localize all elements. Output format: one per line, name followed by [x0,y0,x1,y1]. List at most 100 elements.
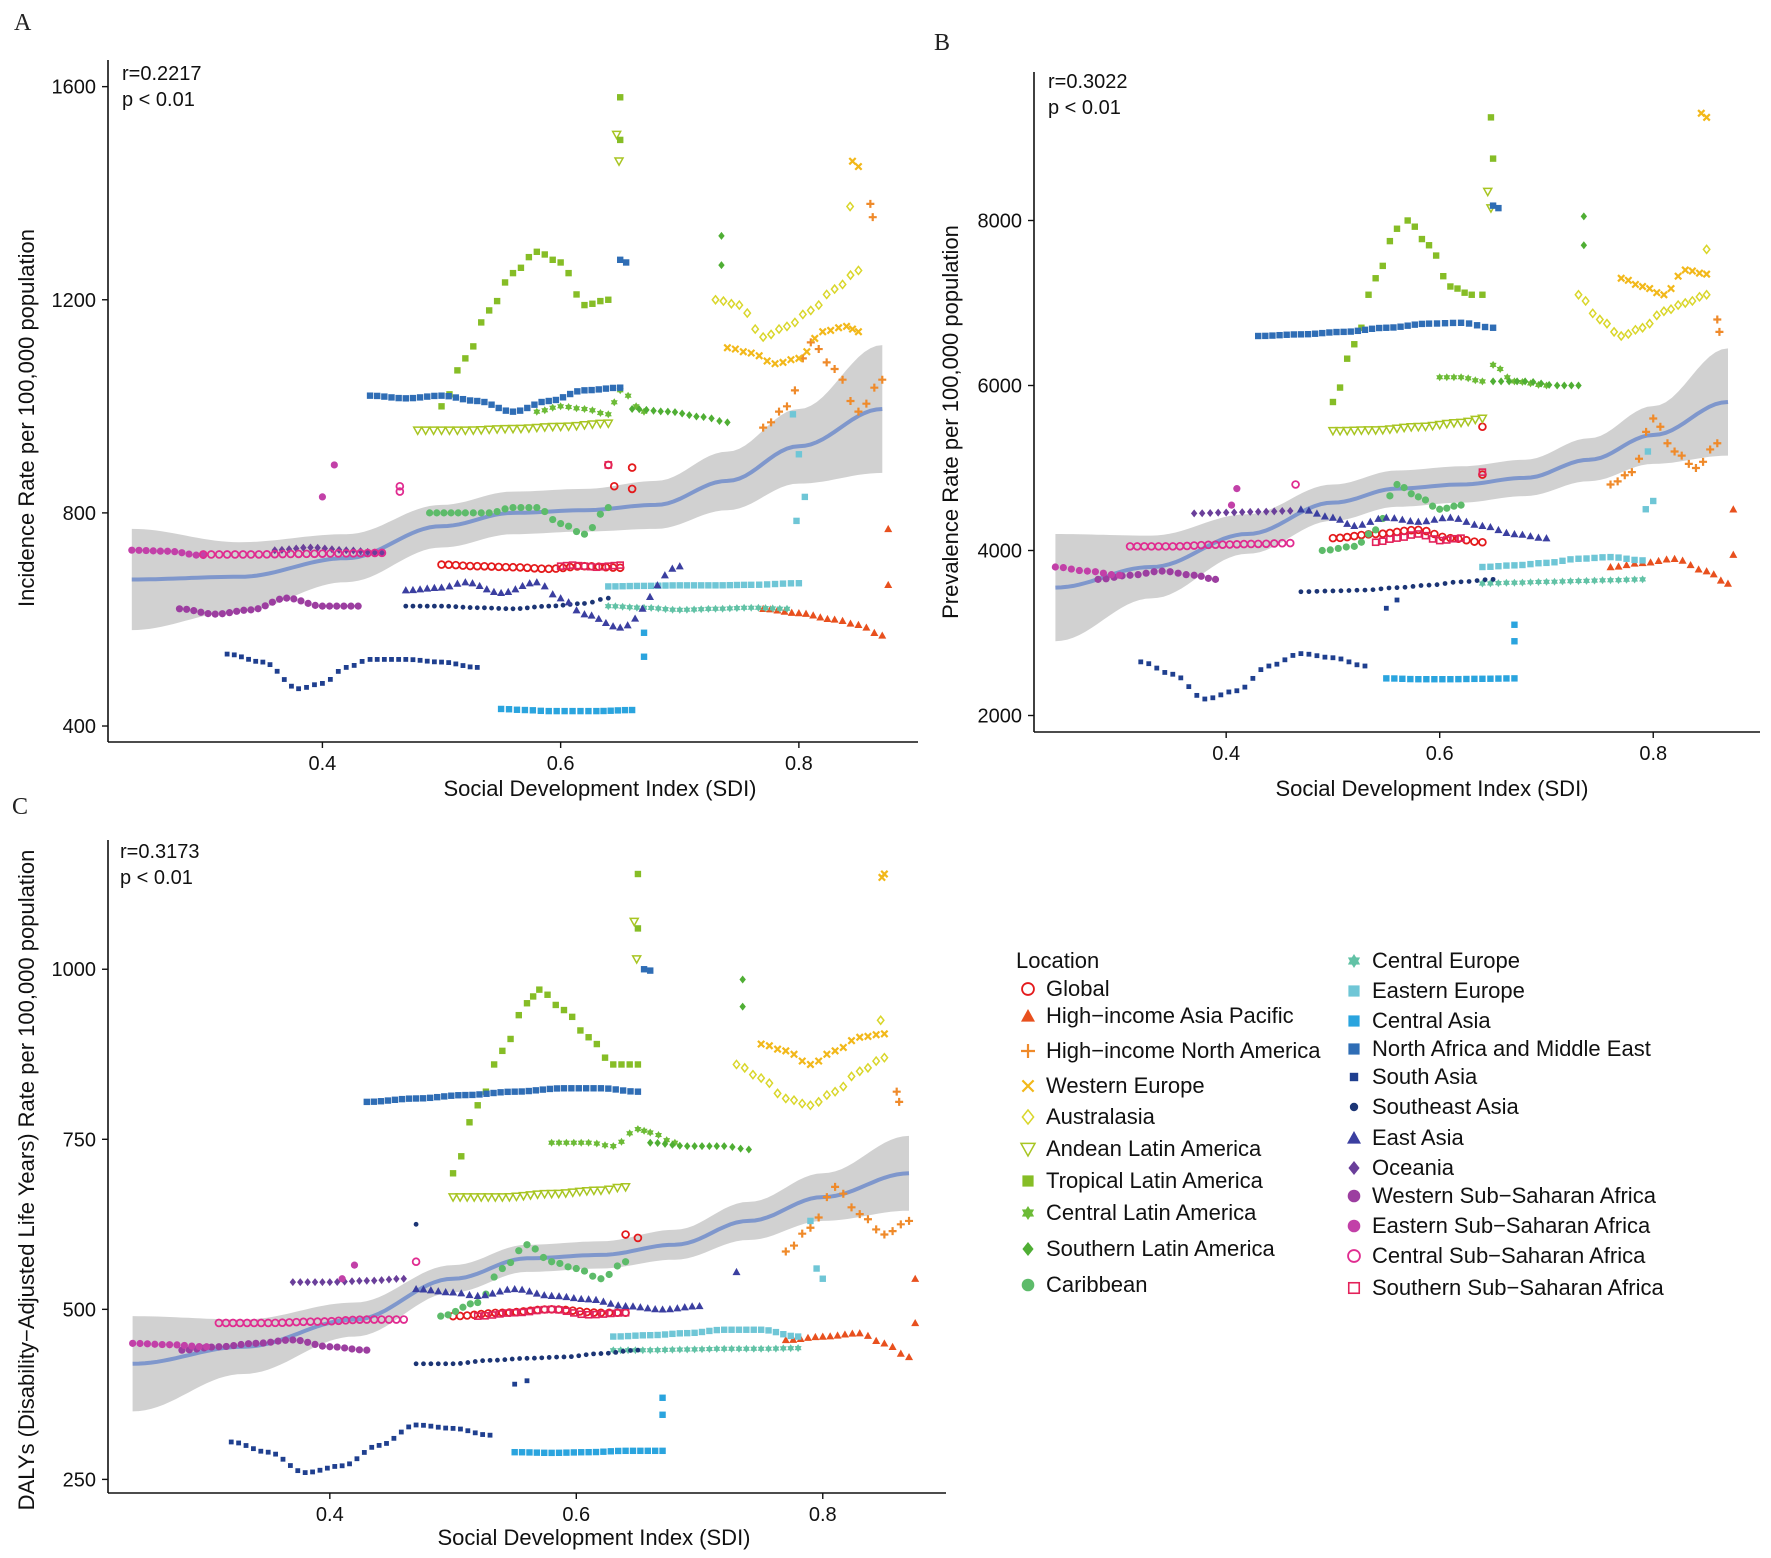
legend-swatch-eastern-sub-saharan-africa [1347,1219,1361,1233]
data-point [507,424,519,435]
data-point [1681,266,1690,274]
data-point [1440,272,1447,280]
data-point [1478,521,1487,529]
data-point [1449,319,1457,327]
data-point [1678,556,1687,564]
data-point [896,1349,905,1357]
data-point [435,1424,441,1430]
data-point [531,401,538,408]
y-tick-label-b: 2000 [978,706,1023,728]
data-point [581,1187,593,1197]
data-point [1327,426,1339,437]
data-point [1138,659,1144,665]
data-point [626,1129,634,1138]
data-point [1107,571,1116,579]
data-point [1443,504,1451,512]
data-point [1115,571,1124,579]
data-point [802,609,811,617]
series-eastern-sub-saharan-africa-c [129,1261,359,1351]
data-point [1602,318,1612,329]
data-point [664,407,672,416]
y-tick-label-b: 8000 [978,211,1023,233]
data-point [400,1274,407,1283]
data-point [525,1087,532,1095]
data-point [683,1345,691,1354]
data-point [304,599,312,607]
data-point [302,1470,308,1475]
data-point [317,1467,323,1473]
data-point [1438,514,1447,522]
data-point [1204,574,1212,582]
data-point [239,654,244,660]
data-point [518,581,527,590]
series-high-income-north-america-c [781,1087,914,1256]
data-point [605,296,612,303]
data-point [1218,692,1224,698]
data-point [518,1285,527,1293]
data-point [1713,439,1722,448]
data-point [554,1354,559,1360]
data-point [483,1090,490,1097]
data-point [544,991,551,998]
smooth-fit-line-a [131,407,883,582]
data-point [556,1259,564,1268]
data-point [472,561,482,571]
data-point [1702,270,1711,279]
data-point [524,1378,530,1384]
data-point [1407,531,1416,539]
data-point [376,1442,382,1448]
data-point [1695,269,1704,278]
data-point [806,1060,815,1069]
data-point [757,1344,765,1353]
data-point [1276,331,1283,339]
data-point [654,604,662,613]
data-point [482,1193,494,1203]
data-point [634,1088,642,1095]
data-point [302,549,311,559]
data-point [662,605,669,614]
data-point [1642,427,1651,436]
series-andean-latin-america-a [412,130,625,436]
data-point [518,1191,529,1202]
data-point [697,605,705,614]
legend-swatch-global [1021,982,1035,996]
legend-swatch-southeast-asia [1349,1102,1359,1112]
data-point [814,1057,823,1066]
data-point [669,1330,676,1338]
data-point [643,1304,652,1312]
data-point [1617,274,1626,283]
data-point [751,323,760,335]
data-point [307,543,314,552]
series-western-europe-c [757,870,889,1069]
legend-swatch-central-latin-america [1021,1206,1035,1220]
data-point [1158,567,1166,575]
data-point [1364,530,1373,538]
data-point [563,1138,570,1147]
data-point [552,396,560,404]
legend-swatch-south-asia [1349,1072,1359,1082]
data-point [1368,325,1376,332]
data-point [516,407,524,414]
data-point [1575,381,1582,390]
data-point [597,1275,605,1283]
data-point [413,1422,419,1428]
legend-label: Southeast Asia [1372,1094,1520,1119]
data-point [1551,577,1558,586]
data-point [501,562,511,572]
series-southern-latin-america-c [647,975,753,1154]
data-point [794,1333,802,1340]
data-point [1448,418,1460,429]
legend-label: High−income Asia Pacific [1046,1003,1294,1028]
series-caribbean-c [437,1241,630,1320]
data-point [661,1345,669,1354]
data-point [395,487,405,496]
data-point [1482,577,1488,583]
data-point [1580,241,1588,250]
data-point [610,398,618,407]
legend-label: Central Europe [1372,948,1520,973]
data-point [718,231,725,240]
data-point [1230,508,1238,517]
data-point [1479,563,1486,571]
data-point [647,1331,654,1339]
